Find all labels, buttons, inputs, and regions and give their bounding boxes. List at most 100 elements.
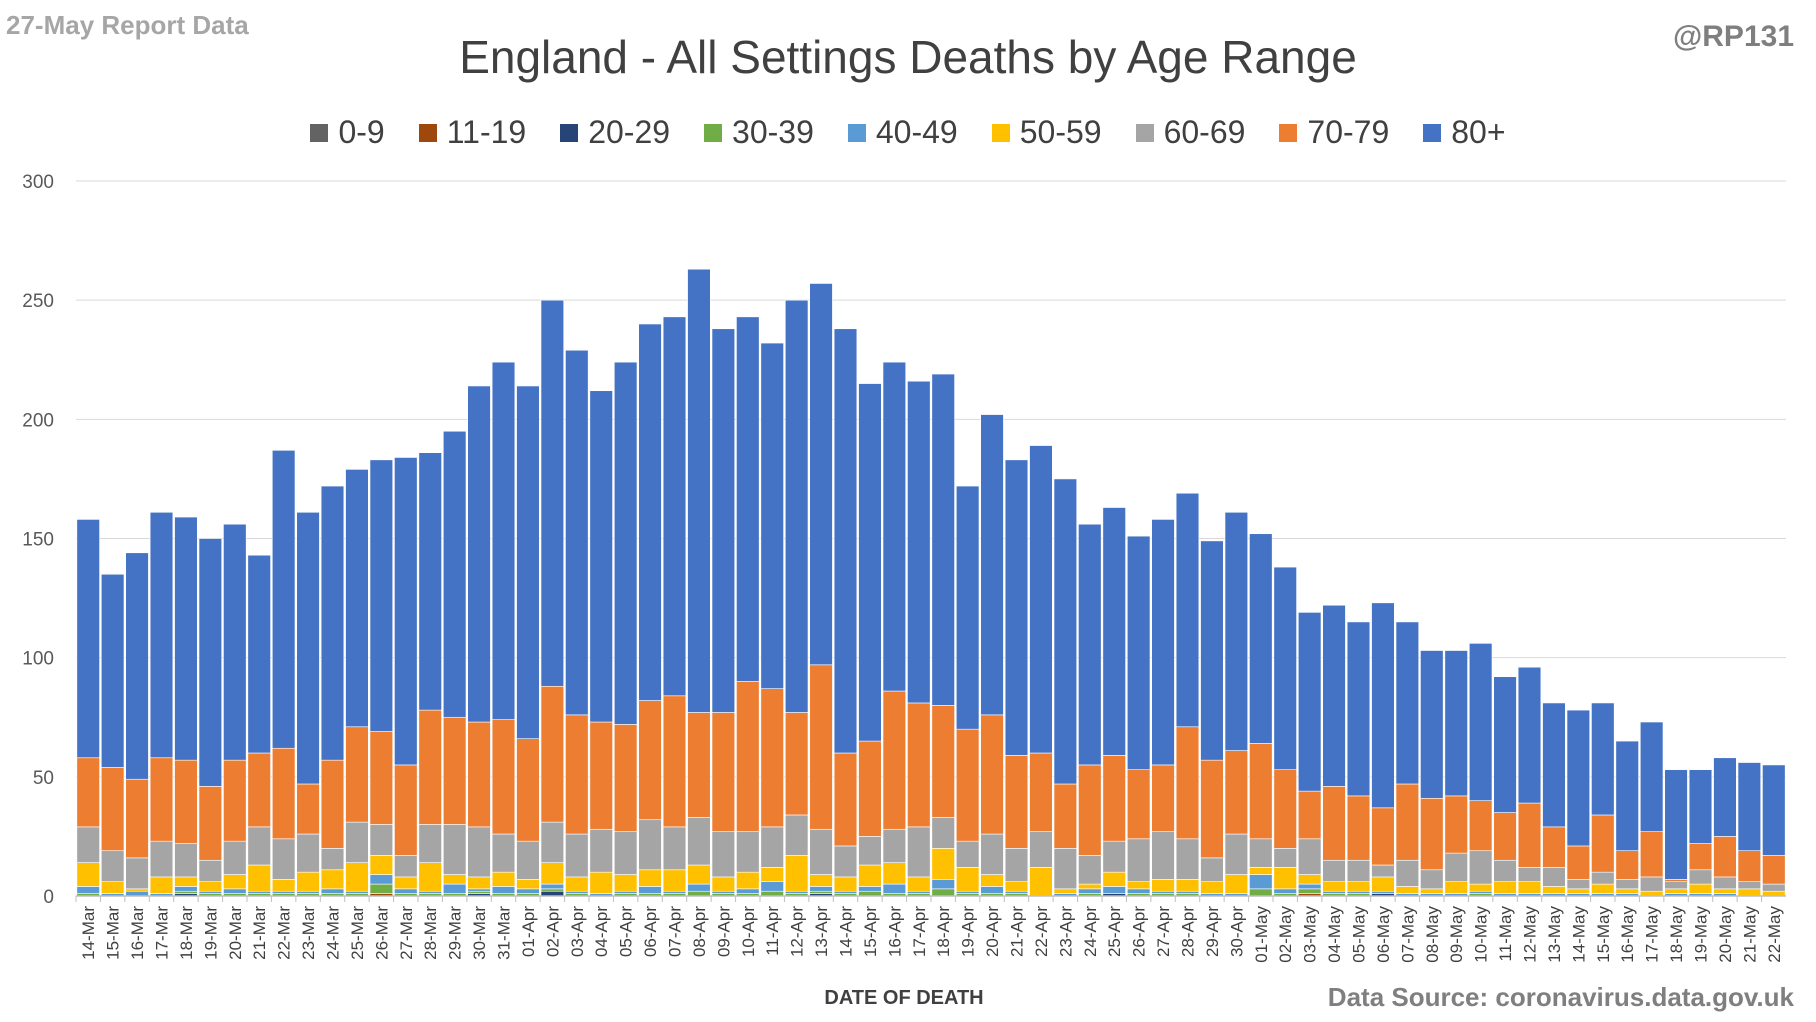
x-tick-label: 15-May — [1594, 906, 1613, 963]
x-tick-label: 20-Apr — [983, 906, 1002, 957]
bar-segment — [907, 890, 931, 894]
bar-segment — [345, 726, 369, 823]
bar-segment — [174, 886, 198, 892]
bar-segment — [1468, 850, 1493, 885]
bar-segment — [1126, 535, 1151, 770]
bar-segment — [1395, 859, 1420, 887]
bar-segment — [1102, 507, 1126, 756]
legend-swatch — [991, 123, 1010, 142]
bar-segment — [1053, 848, 1078, 890]
bar-segment — [1468, 883, 1493, 892]
bar-segment — [1297, 790, 1322, 840]
bar-segment — [174, 876, 198, 887]
x-tick-label: 16-May — [1618, 906, 1637, 963]
x-tick-label: 22-Mar — [275, 906, 294, 960]
bar-segment — [1249, 838, 1273, 868]
bar-segment — [223, 840, 247, 875]
bar-segment — [394, 457, 418, 766]
bar-segment — [980, 714, 1004, 835]
legend-item: 20-29 — [560, 114, 670, 151]
bar-segment — [516, 385, 540, 740]
bar-segment — [955, 485, 980, 730]
bar-segment — [1322, 881, 1346, 892]
bar-segment — [1615, 740, 1639, 852]
bar-segment — [1273, 867, 1297, 890]
bar-segment — [833, 890, 858, 894]
x-tick-label: 24-Apr — [1081, 906, 1100, 957]
x-tick-label: 27-Apr — [1154, 906, 1173, 957]
bar-segment — [565, 876, 589, 892]
bar-segment — [931, 879, 955, 890]
bar-segment — [1542, 886, 1566, 894]
bar-segment — [980, 833, 1004, 875]
bar-segment — [1737, 850, 1762, 882]
bar-segment — [320, 888, 345, 894]
bar-segment — [955, 840, 980, 868]
bar-segment — [1762, 855, 1786, 885]
x-tick-label: 07-Apr — [666, 906, 685, 957]
bar-segment — [198, 890, 223, 894]
bar-segment — [76, 886, 100, 894]
bar-segment — [149, 757, 174, 842]
bar-segment — [1249, 874, 1273, 890]
bar-segment — [1688, 869, 1713, 885]
bar-segment — [1444, 795, 1468, 854]
bar-segment — [1273, 769, 1297, 849]
bar-segment — [1713, 888, 1737, 894]
bar-segment — [736, 681, 760, 832]
bar-segment — [931, 373, 955, 706]
bar-segment — [418, 709, 442, 825]
bar-segment — [491, 886, 516, 894]
bar-segment — [1175, 890, 1200, 894]
x-tick-label: 01-Apr — [519, 906, 538, 957]
bar-segment — [1078, 764, 1102, 856]
x-tick-label: 19-Apr — [959, 906, 978, 957]
bar-segment — [1175, 726, 1200, 840]
bar-segment — [613, 874, 638, 892]
bar-segment — [1175, 879, 1200, 892]
bar-segment — [1346, 890, 1371, 894]
y-tick-label: 50 — [33, 768, 54, 789]
bar-segment — [394, 888, 418, 894]
bar-segment — [1468, 800, 1493, 852]
x-tick-label: 19-Mar — [201, 906, 220, 960]
bar-segment — [1126, 769, 1151, 840]
bar-segment — [1737, 762, 1762, 852]
bar-segment — [1297, 888, 1322, 894]
bar-segment — [1346, 621, 1371, 797]
bar-segment — [174, 516, 198, 761]
bar-segment — [1566, 845, 1591, 880]
bar-segment — [1322, 890, 1346, 894]
bar-segment — [1297, 612, 1322, 792]
bar-segment — [540, 862, 565, 885]
bar-segment — [1249, 533, 1273, 744]
bar-segment — [833, 328, 858, 754]
bar-segment — [784, 299, 809, 713]
legend-swatch — [1279, 123, 1298, 142]
bar-segment — [320, 869, 345, 890]
bar-segment — [638, 869, 662, 887]
bar-segment — [1297, 874, 1322, 885]
bar-segment — [1762, 764, 1786, 856]
bar-segment — [540, 821, 565, 863]
bar-segment — [613, 361, 638, 725]
x-tick-label: 06-May — [1374, 906, 1393, 963]
bar-segment — [638, 819, 662, 871]
bar-segment — [882, 862, 907, 885]
bar-segment — [1078, 523, 1102, 766]
bar-segment — [662, 869, 687, 892]
x-tick-label: 23-Apr — [1056, 906, 1075, 957]
bar-segment — [1468, 890, 1493, 894]
bar-segment — [858, 836, 882, 866]
x-tick-label: 18-Mar — [177, 906, 196, 960]
bar-segment — [418, 452, 442, 711]
bar-segment — [1664, 769, 1688, 880]
x-tick-label: 25-Apr — [1105, 906, 1124, 957]
bar-segment — [1224, 833, 1249, 875]
bar-segment — [296, 511, 320, 785]
bar-segment — [394, 876, 418, 890]
bar-segment — [271, 747, 296, 840]
bar-segment — [1004, 459, 1029, 756]
bar-segment — [516, 840, 540, 880]
bar-segment — [100, 881, 125, 894]
